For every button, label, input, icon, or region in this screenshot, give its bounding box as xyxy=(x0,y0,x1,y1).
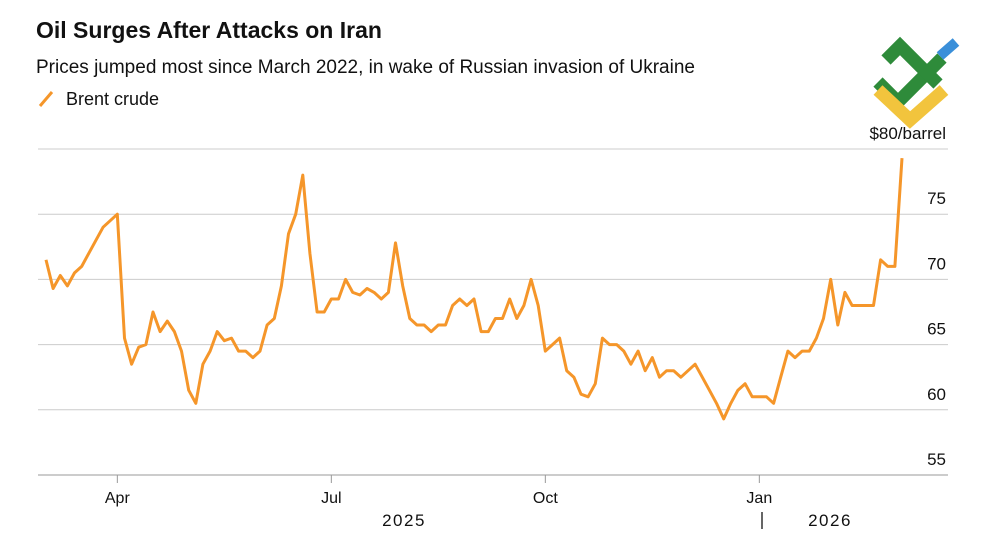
x-tick-label: Jul xyxy=(321,490,341,507)
y-tick-label: $80/barrel xyxy=(869,124,946,143)
y-tick-label: 60 xyxy=(927,385,946,404)
year-label: 2025 xyxy=(382,511,426,530)
chart-title: Oil Surges After Attacks on Iran xyxy=(36,17,382,43)
y-tick-label: 65 xyxy=(927,320,946,339)
x-tick-label: Jan xyxy=(746,490,772,507)
y-tick-label: 75 xyxy=(927,189,946,208)
logo xyxy=(873,36,960,129)
y-tick-label: 55 xyxy=(927,450,946,469)
y-tick-label: 70 xyxy=(927,254,946,273)
legend-swatch xyxy=(38,91,54,107)
legend-label: Brent crude xyxy=(66,89,159,109)
x-tick-label: Apr xyxy=(105,490,131,507)
chart-subtitle: Prices jumped most since March 2022, in … xyxy=(36,57,695,78)
x-tick-label: Oct xyxy=(533,490,558,507)
year-label: 2026 xyxy=(808,511,852,530)
price-line xyxy=(44,158,904,421)
